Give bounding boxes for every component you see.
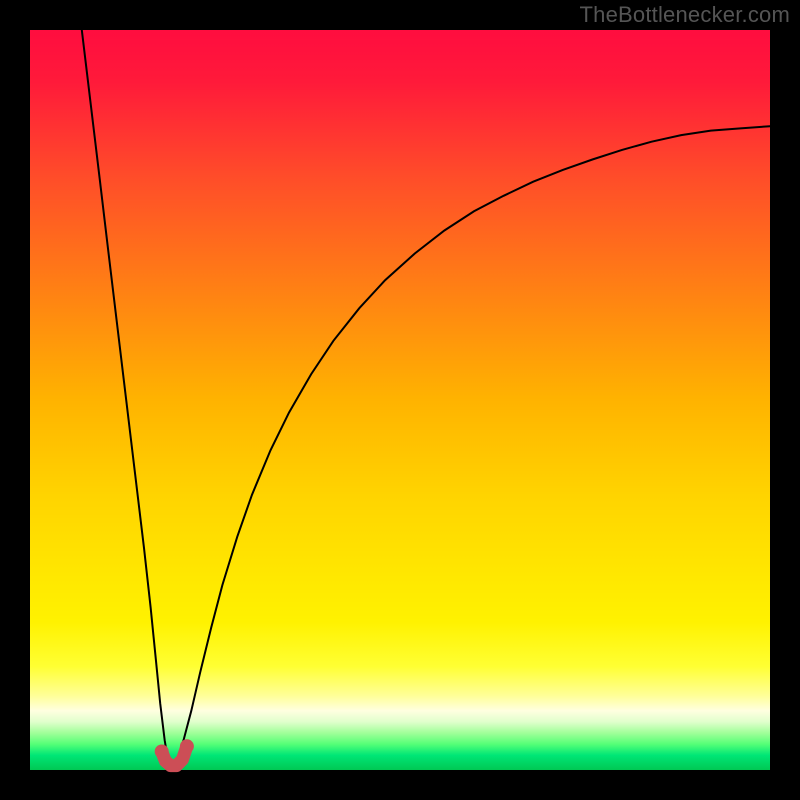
- watermark-text: TheBottlenecker.com: [580, 2, 790, 28]
- optimum-marker-dot-0: [155, 745, 169, 759]
- bottleneck-chart: [0, 0, 800, 800]
- optimum-marker-dot-1: [180, 739, 194, 753]
